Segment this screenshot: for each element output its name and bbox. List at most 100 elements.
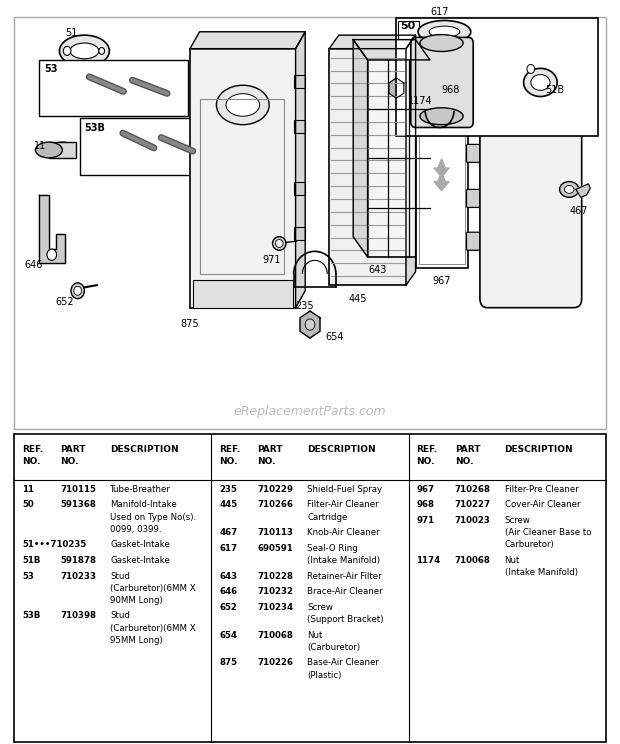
Text: 591368: 591368: [60, 501, 96, 510]
Text: 967: 967: [432, 276, 451, 286]
Text: 652: 652: [219, 603, 237, 612]
Text: 90MM Long): 90MM Long): [110, 596, 163, 605]
Text: 710234: 710234: [257, 603, 294, 612]
Ellipse shape: [429, 26, 460, 37]
Ellipse shape: [60, 35, 109, 67]
Text: 445: 445: [219, 501, 237, 510]
Text: 967: 967: [416, 485, 435, 494]
Text: Screw: Screw: [505, 516, 531, 525]
Text: 51B: 51B: [545, 86, 564, 95]
Text: NO.: NO.: [416, 457, 435, 466]
Ellipse shape: [564, 185, 574, 193]
Bar: [79, 118, 219, 175]
Polygon shape: [353, 39, 430, 60]
Text: Shield-Fuel Spray: Shield-Fuel Spray: [308, 485, 383, 494]
FancyBboxPatch shape: [466, 144, 485, 162]
Text: 710229: 710229: [257, 485, 293, 494]
Bar: [398, 21, 420, 39]
Text: DESCRIPTION: DESCRIPTION: [505, 446, 573, 455]
Text: (Air Cleaner Base to: (Air Cleaner Base to: [505, 528, 591, 537]
Ellipse shape: [63, 46, 71, 55]
Text: 1174: 1174: [416, 556, 440, 565]
Text: 445: 445: [348, 294, 367, 304]
Polygon shape: [39, 195, 65, 263]
Text: (Carburetor): (Carburetor): [308, 643, 361, 652]
Text: 51B: 51B: [22, 556, 40, 565]
Text: REF.: REF.: [219, 446, 240, 455]
Text: PART: PART: [60, 446, 86, 455]
Text: NO.: NO.: [257, 457, 276, 466]
FancyBboxPatch shape: [466, 232, 485, 250]
Text: Used on Type No(s).: Used on Type No(s).: [110, 513, 197, 522]
Bar: [329, 48, 406, 285]
Text: 652: 652: [56, 297, 74, 307]
Text: NO.: NO.: [60, 457, 79, 466]
Text: Filter-Air Cleaner: Filter-Air Cleaner: [308, 501, 379, 510]
Bar: [368, 60, 430, 257]
FancyBboxPatch shape: [492, 48, 569, 79]
Text: DESCRIPTION: DESCRIPTION: [308, 446, 376, 455]
Text: (Intake Manifold): (Intake Manifold): [505, 568, 578, 577]
Text: 968: 968: [416, 501, 434, 510]
Ellipse shape: [47, 249, 56, 260]
Text: PART: PART: [454, 446, 480, 455]
Bar: [294, 227, 305, 240]
Text: 591878: 591878: [60, 556, 96, 565]
Text: 710068: 710068: [257, 631, 293, 640]
Ellipse shape: [560, 182, 579, 197]
Text: 51: 51: [65, 28, 78, 38]
Text: Carburetor): Carburetor): [505, 540, 554, 549]
Polygon shape: [406, 35, 415, 285]
Text: Base-Air Cleaner: Base-Air Cleaner: [308, 658, 379, 667]
Ellipse shape: [226, 94, 260, 116]
Ellipse shape: [49, 142, 76, 158]
Polygon shape: [434, 159, 450, 177]
Text: Nut: Nut: [505, 556, 520, 565]
Text: 710226: 710226: [257, 658, 293, 667]
Text: 654: 654: [326, 333, 344, 342]
Bar: [200, 100, 284, 274]
Text: Manifold-Intake: Manifold-Intake: [110, 501, 177, 510]
Bar: [415, 94, 468, 269]
Text: 710113: 710113: [257, 528, 293, 537]
Text: 643: 643: [219, 571, 237, 580]
Polygon shape: [576, 184, 590, 197]
Text: 646: 646: [24, 260, 42, 270]
Text: 710268: 710268: [454, 485, 490, 494]
FancyBboxPatch shape: [411, 37, 473, 127]
Text: 690591: 690591: [257, 544, 293, 553]
Text: PART: PART: [257, 446, 283, 455]
Bar: [396, 19, 598, 136]
Text: Stud: Stud: [110, 612, 130, 620]
Text: 95MM Long): 95MM Long): [110, 636, 163, 645]
Text: 654: 654: [219, 631, 237, 640]
Text: (Carburetor)(6MM X: (Carburetor)(6MM X: [110, 623, 196, 632]
Text: 53B: 53B: [22, 612, 40, 620]
Text: NO.: NO.: [454, 457, 473, 466]
Text: 875: 875: [219, 658, 237, 667]
Text: 968: 968: [441, 85, 459, 94]
Text: 1174: 1174: [408, 96, 433, 106]
Ellipse shape: [71, 283, 84, 298]
Polygon shape: [434, 173, 450, 190]
Text: Seal-O Ring: Seal-O Ring: [308, 544, 358, 553]
Bar: [190, 48, 296, 308]
Bar: [294, 182, 305, 195]
Text: 710227: 710227: [454, 501, 491, 510]
Text: Filter-Pre Cleaner: Filter-Pre Cleaner: [505, 485, 578, 494]
Text: 710023: 710023: [454, 516, 490, 525]
FancyBboxPatch shape: [466, 102, 485, 120]
Ellipse shape: [527, 65, 534, 74]
Text: 467: 467: [219, 528, 237, 537]
Polygon shape: [329, 35, 415, 48]
Ellipse shape: [35, 142, 63, 158]
Polygon shape: [296, 32, 305, 308]
Text: Knob-Air Cleaner: Knob-Air Cleaner: [308, 528, 380, 537]
Text: Retainer-Air Filter: Retainer-Air Filter: [308, 571, 382, 580]
Text: 51•••710235: 51•••710235: [22, 540, 86, 549]
Text: Gasket-Intake: Gasket-Intake: [110, 540, 171, 549]
Text: (Intake Manifold): (Intake Manifold): [308, 556, 381, 565]
Text: REF.: REF.: [416, 446, 437, 455]
Text: 971: 971: [416, 516, 435, 525]
Ellipse shape: [273, 237, 286, 250]
